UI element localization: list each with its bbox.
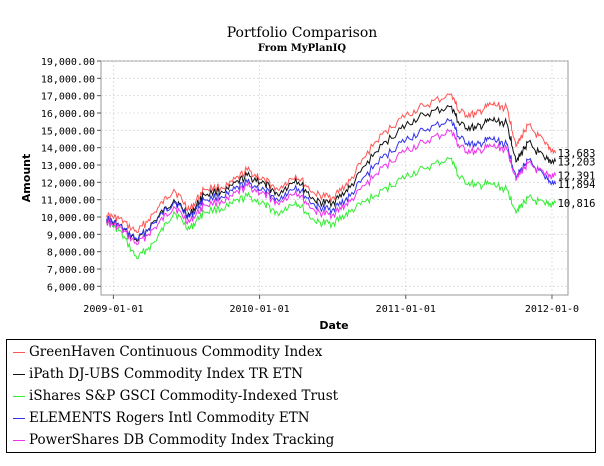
end-value-label: 12,391 [558, 171, 596, 183]
legend-swatch [13, 395, 25, 397]
legend-label: iShares S&P GSCI Commodity-Indexed Trust [29, 388, 339, 404]
series-line [106, 117, 557, 241]
y-tick-label: 11,000.00 [41, 196, 95, 207]
legend-item-powershares: PowerShares DB Commodity Index Tracking [13, 430, 334, 450]
end-value-label: 13,203 [558, 156, 596, 168]
end-value-label: 13,683 [558, 148, 596, 160]
x-tick-label: 2011-01-01 [376, 304, 436, 315]
end-value-label: 10,816 [558, 198, 596, 210]
end-value-label: 11,894 [558, 179, 596, 191]
y-axis-label: Amount [20, 154, 33, 202]
y-tick-label: 7,000.00 [47, 265, 95, 276]
y-tick-label: 17,000.00 [41, 92, 95, 103]
y-tick-label: 9,000.00 [47, 230, 95, 241]
legend-item-ipath: iPath DJ-UBS Commodity Index TR ETN [13, 364, 303, 384]
plot-area [100, 60, 569, 296]
chart-title: Portfolio Comparison [227, 25, 378, 41]
legend-label: GreenHaven Continuous Commodity Index [29, 344, 323, 360]
y-tick-label: 13,000.00 [41, 161, 95, 172]
legend-swatch [13, 351, 25, 353]
series-line [106, 128, 557, 246]
legend-label: PowerShares DB Commodity Index Tracking [29, 432, 335, 448]
y-tick-label: 15,000.00 [41, 126, 95, 137]
y-tick-label: 16,000.00 [41, 109, 95, 120]
y-tick-label: 14,000.00 [41, 144, 95, 155]
legend-label: ELEMENTS Rogers Intl Commodity ETN [29, 410, 310, 426]
y-tick-label: 6,000.00 [47, 282, 95, 293]
y-tick-label: 8,000.00 [47, 248, 95, 259]
y-axis: 6,000.00 7,000.00 8,000.00 9,000.00 10,000.0… [41, 57, 101, 293]
legend-swatch [13, 373, 25, 375]
line-chart: Portfolio Comparison From MyPlanIQ 6,000… [20, 25, 596, 332]
series-line [106, 93, 557, 234]
y-tick-label: 18,000.00 [41, 74, 95, 85]
legend-item-elements: ELEMENTS Rogers Intl Commodity ETN [13, 408, 310, 428]
x-axis-label: Date [319, 319, 348, 332]
legend-label: iPath DJ-UBS Commodity Index TR ETN [29, 366, 304, 382]
series-line [106, 104, 557, 243]
series-group [106, 93, 557, 260]
y-tick-label: 12,000.00 [41, 178, 95, 189]
x-tick-label: 2010-01-01 [229, 304, 289, 315]
legend-swatch [13, 417, 25, 419]
y-tick-label: 19,000.00 [41, 57, 95, 68]
legend-swatch [13, 439, 25, 441]
legend-item-greenhaven: GreenHaven Continuous Commodity Index [13, 342, 322, 362]
x-axis: 2009-01-01 2010-01-01 2011-01-01 2012-01-0 [83, 295, 579, 315]
y-tick-label: 10,000.00 [41, 213, 95, 224]
chart-subtitle: From MyPlanIQ [258, 43, 347, 54]
x-tick-label: 2009-01-01 [83, 304, 143, 315]
legend-item-ishares: iShares S&P GSCI Commodity-Indexed Trust [13, 386, 338, 406]
series-line [106, 156, 557, 260]
x-tick-label: 2012-01-0 [525, 304, 579, 315]
legend: GreenHaven Continuous Commodity Index iP… [6, 339, 596, 453]
